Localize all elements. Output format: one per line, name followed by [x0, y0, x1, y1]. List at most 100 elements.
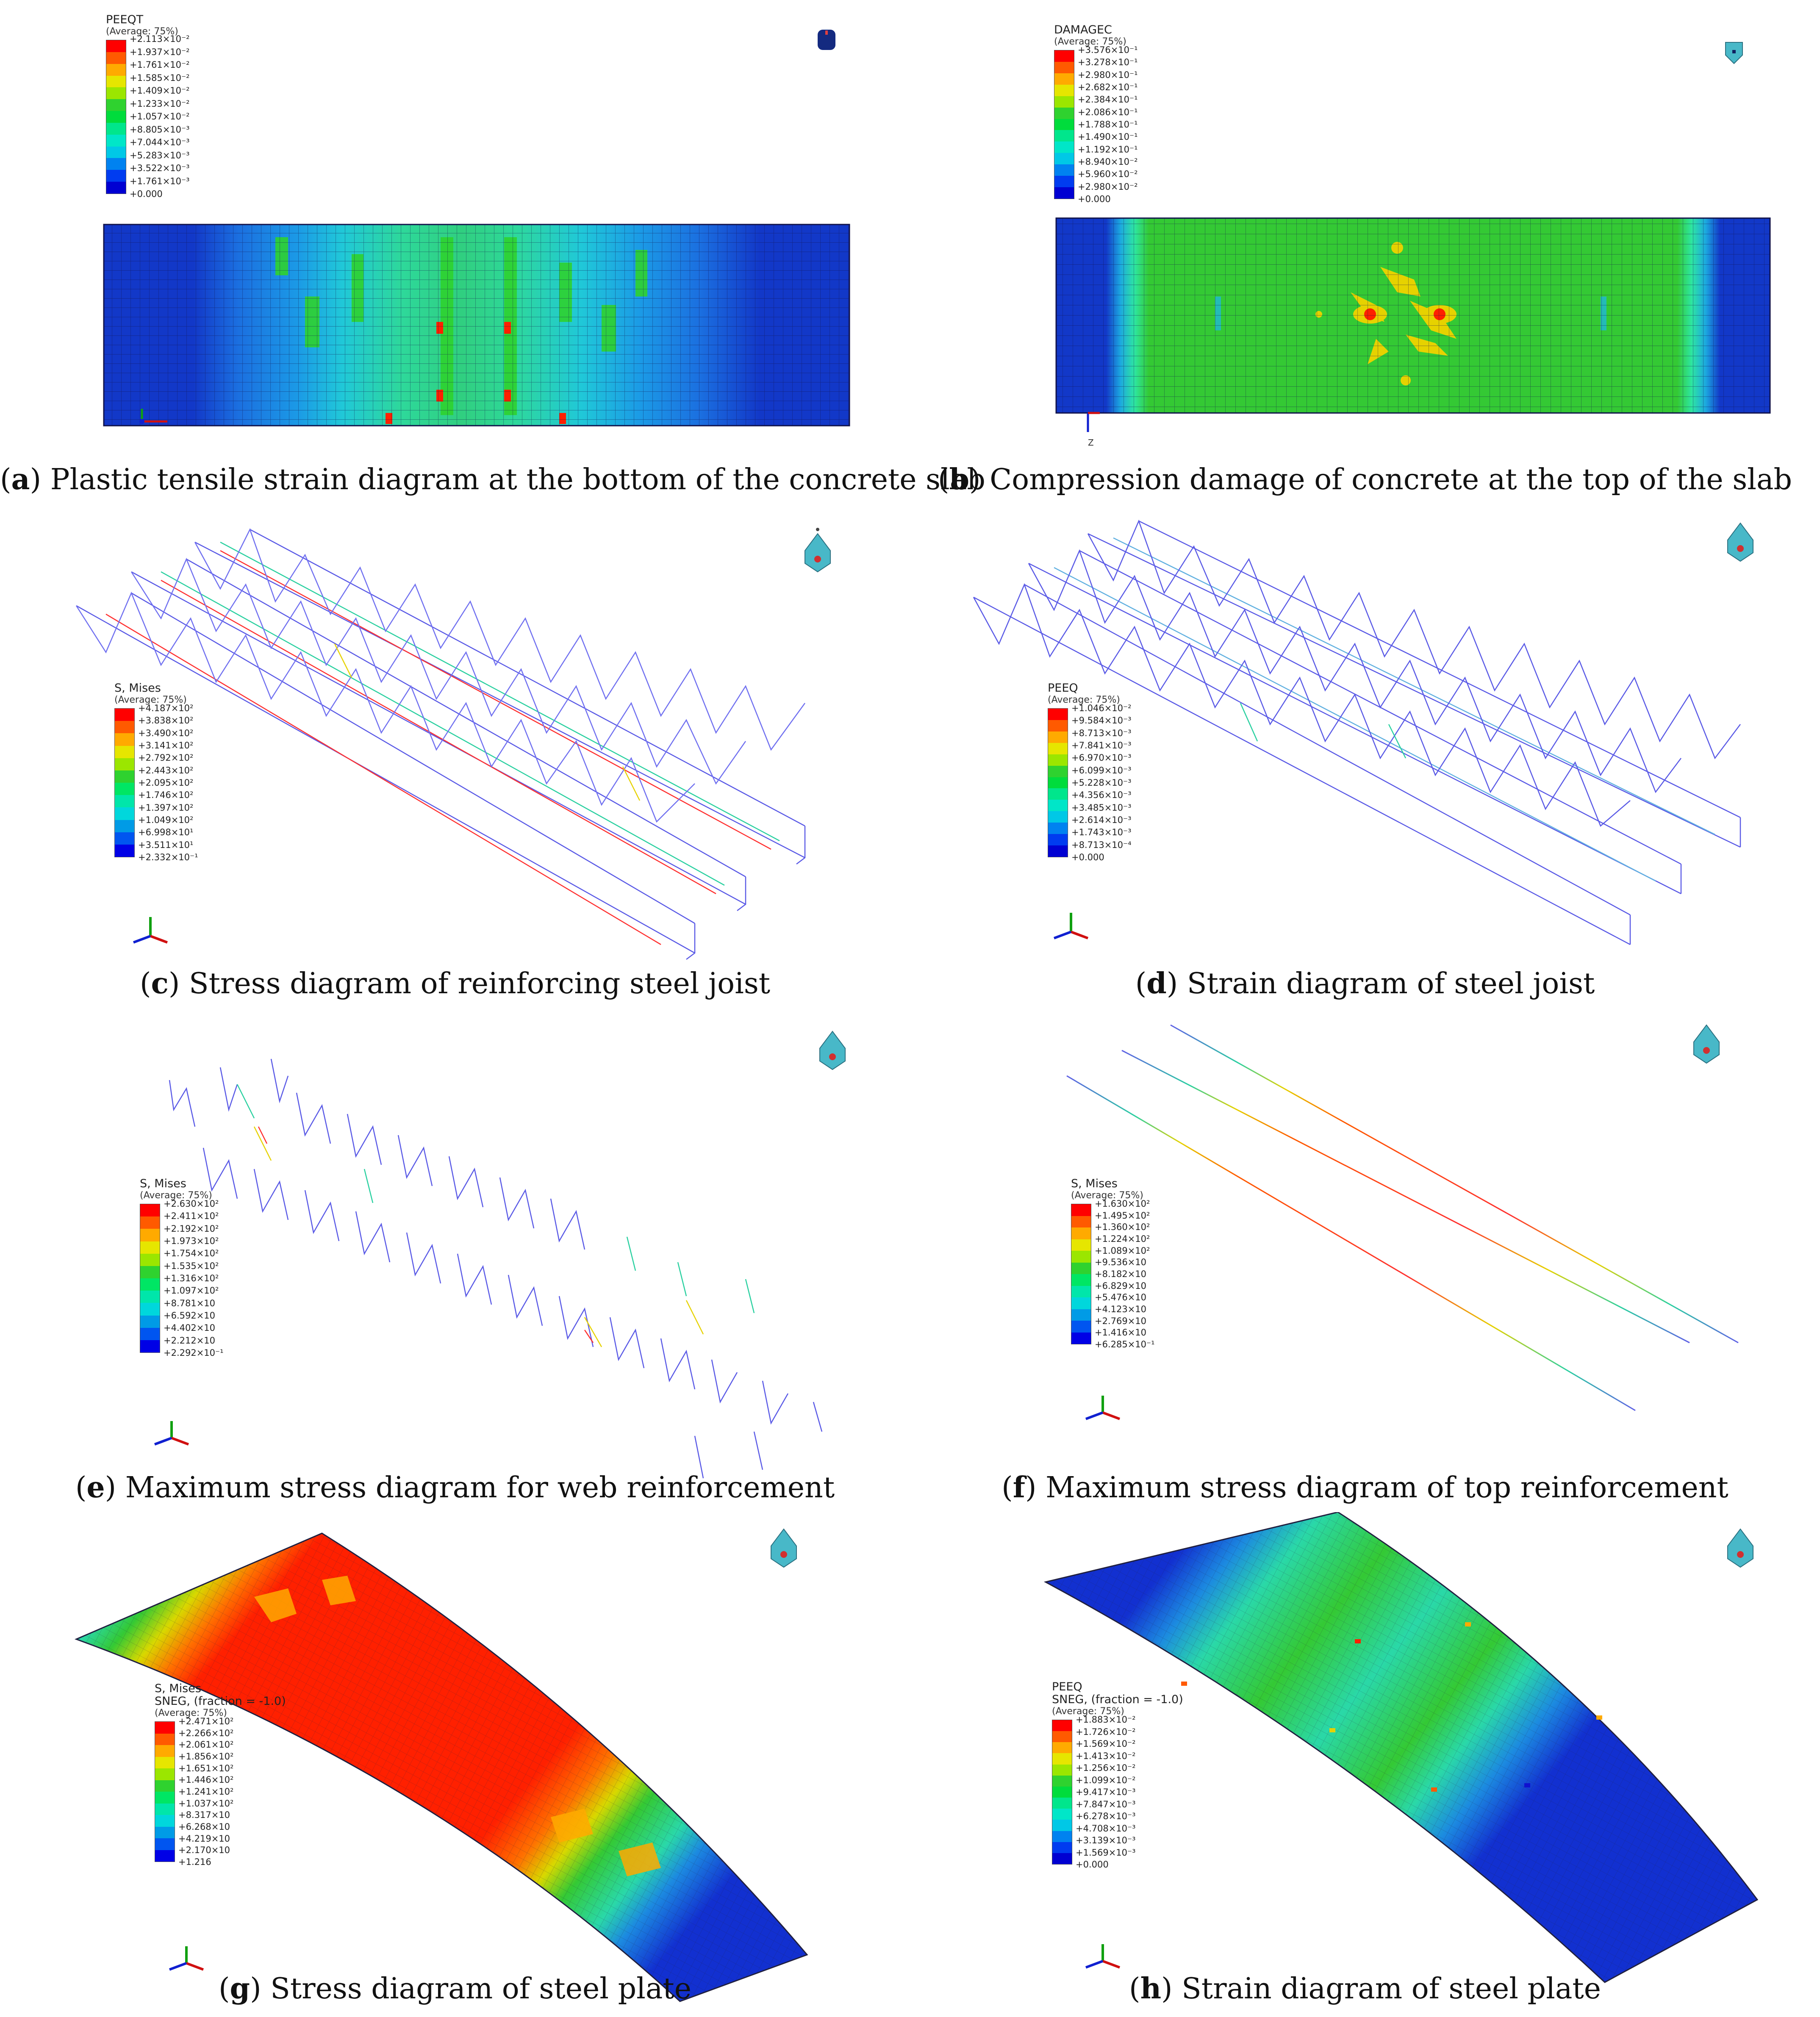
legend-colorbar: [1048, 708, 1068, 857]
legend-value: +8.805×10⁻³: [130, 124, 190, 135]
legend-color-band: [106, 40, 126, 52]
panel-a: PEEQT (Average: 75%) +2.113×10⁻² +1.937×1…: [0, 0, 985, 504]
legend-color-band: [140, 1327, 160, 1340]
legend-color-band: [1054, 50, 1074, 62]
legend-value: +3.511×10¹: [138, 839, 194, 850]
caption-b: (b) Compression damage of concrete at th…: [938, 463, 1792, 496]
legend-values: +1.883×10⁻² +1.726×10⁻² +1.569×10⁻² +1.413×…: [1076, 1715, 1136, 1870]
legend-value: +1.490×10⁻¹: [1078, 132, 1138, 142]
legend-value: +9.417×10⁻³: [1076, 1787, 1136, 1797]
legend-subtitle: (Average: 75%): [1052, 1706, 1124, 1717]
triad-icon: [1085, 1396, 1121, 1420]
legend-color-band: [155, 1826, 175, 1838]
concrete-slab-bottom-contour: [103, 30, 850, 427]
legend-value: +1.743×10⁻³: [1071, 827, 1132, 838]
legend-value: +8.182×10: [1095, 1269, 1147, 1279]
legend-color-band: [115, 832, 134, 845]
legend-value: +1.413×10⁻²: [1076, 1751, 1136, 1761]
legend-a: PEEQT (Average: 75%) +2.113×10⁻² +1.937×1…: [106, 14, 190, 199]
legend-value: +4.708×10⁻³: [1076, 1823, 1136, 1834]
legend-value: +3.576×10⁻¹: [1078, 45, 1138, 55]
legend-value: +0.000: [1071, 852, 1104, 862]
legend-color-band: [106, 122, 126, 135]
legend-color-band: [140, 1291, 160, 1303]
legend-d: PEEQ (Average: 75%) +1.046×10⁻² +9.584×10…: [1048, 682, 1132, 862]
legend-value: +5.283×10⁻³: [130, 150, 190, 161]
legend-value: +1.856×10²: [178, 1751, 234, 1762]
legend-value: +3.490×10²: [138, 728, 194, 738]
legend-value: +6.970×10⁻³: [1071, 753, 1132, 763]
panel-c: S, Mises (Average: 75%) +4.187×10² +3.838…: [0, 504, 910, 1008]
legend-value: +9.584×10⁻³: [1071, 715, 1132, 726]
legend-color-band: [1048, 754, 1068, 766]
legend-color-band: [140, 1253, 160, 1266]
legend-value: +6.829×10: [1095, 1280, 1147, 1291]
legend-value: +2.471×10²: [178, 1716, 234, 1726]
triad-icon: [133, 917, 168, 944]
legend-color-band: [1071, 1274, 1091, 1286]
legend-color-band: [1071, 1321, 1091, 1333]
legend-value: +6.268×10: [178, 1821, 230, 1832]
legend-value: +1.788×10⁻¹: [1078, 119, 1138, 130]
legend-subtitle: (Average: 75%): [1048, 695, 1120, 705]
legend-value: +8.713×10⁻³: [1071, 728, 1132, 738]
legend-color-band: [155, 1745, 175, 1757]
legend-value: +1.256×10⁻²: [1076, 1763, 1136, 1773]
legend-value: +4.219×10: [178, 1833, 230, 1844]
top-reinforcement-stress: [1066, 1024, 1739, 1420]
legend-value: +1.630×10²: [1095, 1199, 1150, 1209]
caption-text: Maximum stress diagram of top reinforcem…: [1036, 1471, 1728, 1504]
legend-color-band: [115, 820, 134, 832]
legend-f: S, Mises (Average: 75%) +1.630×10² +1.495…: [1071, 1178, 1155, 1349]
legend-color-band: [115, 844, 134, 857]
joist-truss-lines: [973, 519, 1741, 945]
legend-color-band: [106, 99, 126, 111]
legend-color-band: [115, 733, 134, 746]
legend-value: +2.682×10⁻¹: [1078, 82, 1138, 92]
caption-letter: h: [1140, 1972, 1162, 2006]
legend-title: DAMAGEC: [1054, 23, 1112, 36]
concrete-slab-top-damage: Z: [1055, 42, 1771, 448]
legend-value: +1.585×10⁻²: [130, 72, 190, 83]
orientation-icon: [771, 1528, 797, 1568]
legend-value: +2.769×10: [1095, 1316, 1147, 1326]
legend-value: +2.443×10²: [138, 765, 194, 776]
legend-value: +1.569×10⁻³: [1076, 1847, 1136, 1858]
joist-truss-lines: [75, 528, 806, 960]
legend-subtitle: (Average: 75%): [140, 1190, 212, 1201]
legend-title: PEEQ: [1048, 682, 1078, 695]
legend-color-band: [1054, 73, 1074, 85]
legend-value: +1.535×10²: [164, 1261, 219, 1271]
legend-value: +1.097×10²: [164, 1286, 219, 1296]
legend-color-band: [1071, 1251, 1091, 1263]
steel-plate-stress: [74, 1528, 808, 2002]
legend-value: +2.266×10²: [178, 1728, 234, 1738]
legend-value: +1.973×10²: [164, 1236, 219, 1246]
legend-value: +6.099×10⁻³: [1071, 765, 1132, 776]
legend-color-band: [155, 1722, 175, 1734]
panel-h: PEEQ SNEG, (fraction = -1.0) (Average: 7…: [910, 1512, 1820, 2016]
legend-color-band: [140, 1315, 160, 1328]
legend-color-band: [1048, 823, 1068, 834]
legend-value: +1.360×10²: [1095, 1222, 1150, 1233]
legend-value: +7.847×10⁻³: [1076, 1799, 1136, 1809]
legend-value: +6.285×10⁻¹: [1095, 1339, 1155, 1349]
legend-colorbar: [114, 708, 135, 857]
legend-value: +3.522×10⁻³: [130, 163, 190, 173]
triad-icon: [1085, 1944, 1121, 1969]
legend-color-band: [1048, 845, 1068, 857]
legend-color-band: [1048, 834, 1068, 846]
legend-color-band: [140, 1340, 160, 1353]
legend-value: +3.141×10²: [138, 740, 194, 751]
legend-subtitle: (Average: 75%): [1054, 36, 1126, 47]
legend-color-band: [1052, 1853, 1072, 1865]
legend-color-band: [1054, 176, 1074, 188]
legend-color-band: [1054, 187, 1074, 199]
legend-value: +2.980×10⁻²: [1078, 181, 1138, 192]
legend-colorbar: [106, 40, 126, 194]
legend-value: +6.278×10⁻³: [1076, 1811, 1136, 1821]
legend-color-band: [1054, 119, 1074, 130]
legend-color-band: [1052, 1775, 1072, 1787]
legend-color-band: [1052, 1720, 1072, 1732]
legend-values: +3.576×10⁻¹ +3.278×10⁻¹ +2.980×10⁻¹ +2.682×…: [1078, 45, 1138, 204]
